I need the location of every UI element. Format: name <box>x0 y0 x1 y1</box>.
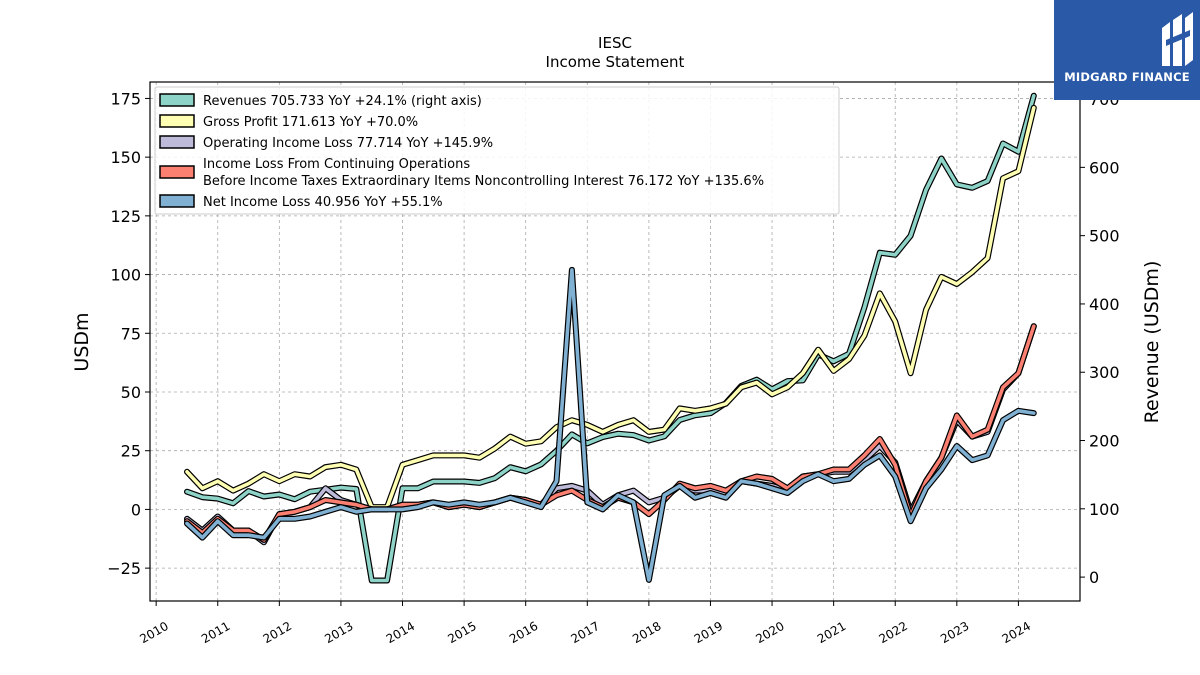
y2-tick-label-6: 600 <box>1089 158 1120 177</box>
x-tick-label-13: 2023 <box>938 619 971 646</box>
y-tick-label-8: 175 <box>110 89 141 108</box>
legend-swatch-revenues <box>159 93 195 107</box>
legend-swatch-pretax-income <box>159 165 195 179</box>
y2-axis-label: Revenue (USDm) <box>1141 261 1163 424</box>
legend-swatch-net-income <box>159 194 195 208</box>
y-axis-label: USDm <box>71 312 93 371</box>
x-tick-label-1: 2011 <box>199 619 232 646</box>
x-tick-label-3: 2013 <box>322 619 355 646</box>
series-line-gross-profit <box>185 106 1036 509</box>
x-tick-label-2: 2012 <box>261 619 294 646</box>
legend-label-gross-profit: Gross Profit 171.613 YoY +70.0% <box>203 115 418 130</box>
legend-label-pretax-income-line1: Income Loss From Continuing Operations <box>203 157 470 172</box>
legend-label-pretax-income-line2: Before Income Taxes Extraordinary Items … <box>203 174 764 189</box>
x-tick-label-11: 2021 <box>815 619 848 646</box>
legend-label-revenues: Revenues 705.733 YoY +24.1% (right axis) <box>203 94 482 109</box>
y-tick-label-7: 150 <box>110 148 141 167</box>
logo-text: MIDGARD FINANCE <box>1064 70 1190 84</box>
legend-box <box>154 86 840 215</box>
series-outline-net-income-loss <box>184 266 1037 583</box>
y-tick-label-2: 25 <box>121 442 141 461</box>
y-tick-label-4: 75 <box>121 324 141 343</box>
legend: Revenues 705.733 YoY +24.1% (right axis)… <box>154 86 840 215</box>
x-tick-label-6: 2016 <box>507 619 540 646</box>
x-tick-label-5: 2015 <box>445 619 478 646</box>
y-tick-label-3: 50 <box>121 383 141 402</box>
legend-swatch-operating-income <box>159 135 195 149</box>
y2-tick-label-2: 200 <box>1089 432 1120 451</box>
legend-label-operating-income: Operating Income Loss 77.714 YoY +145.9% <box>203 136 493 151</box>
legend-label-net-income: Net Income Loss 40.956 YoY +55.1% <box>203 195 443 210</box>
y2-tick-label-4: 400 <box>1089 295 1120 314</box>
x-tick-label-0: 2010 <box>137 619 170 646</box>
legend-swatch-gross-profit <box>159 114 195 128</box>
chart-subtitle: Income Statement <box>546 53 685 71</box>
x-tick-label-12: 2022 <box>877 619 910 646</box>
x-tick-label-4: 2014 <box>384 619 417 646</box>
chart-title: IESC <box>598 34 632 52</box>
x-tick-label-8: 2018 <box>630 619 663 646</box>
y2-tick-label-0: 0 <box>1089 568 1099 587</box>
plot-frame <box>149 81 1081 602</box>
x-axis: 2010 2011 2012 2013 2014 2015 2016 2017 2018 2019… <box>137 601 1033 646</box>
y2-tick-label-1: 100 <box>1089 500 1120 519</box>
x-tick-label-14: 2024 <box>1000 619 1033 646</box>
y-tick-label-5: 100 <box>110 266 141 285</box>
midgard-finance-logo: MIDGARD FINANCE <box>1054 0 1200 100</box>
x-tick-label-9: 2019 <box>692 619 725 646</box>
series-line-net-income-loss <box>185 268 1036 582</box>
y2-tick-label-3: 300 <box>1089 363 1120 382</box>
right-axis: 0100200300400500600700 <box>1080 90 1120 587</box>
x-tick-label-7: 2017 <box>569 619 602 646</box>
y-tick-label-6: 125 <box>110 207 141 226</box>
series-layer <box>184 92 1037 584</box>
y-tick-label-0: −25 <box>107 559 141 578</box>
y2-tick-label-5: 500 <box>1089 227 1120 246</box>
logo-mark-icon <box>1162 12 1193 66</box>
x-tick-label-10: 2020 <box>753 619 786 646</box>
left-axis: −25 0 25 50 75 100 125 150 175 <box>107 89 150 578</box>
y-tick-label-1: 0 <box>131 500 141 519</box>
